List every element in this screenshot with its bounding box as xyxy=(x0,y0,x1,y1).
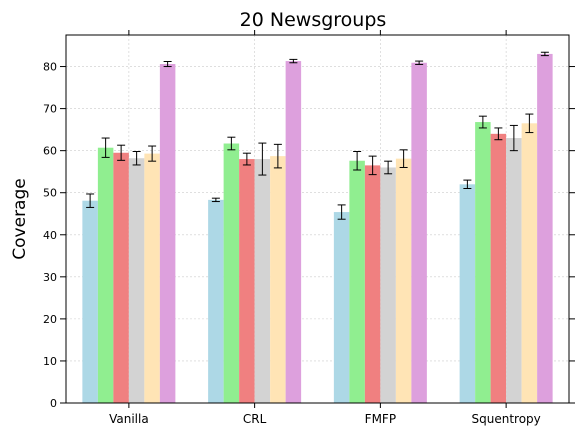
bar xyxy=(506,138,522,404)
x-tick-label: FMFP xyxy=(365,412,396,426)
bar xyxy=(270,156,286,403)
bar xyxy=(490,133,507,403)
y-tick-label: 70 xyxy=(43,103,57,116)
y-tick-label: 50 xyxy=(43,187,57,200)
bar xyxy=(254,159,271,403)
bar xyxy=(475,122,491,403)
bar xyxy=(223,143,240,403)
bar xyxy=(364,165,381,403)
bar xyxy=(459,184,476,403)
bar xyxy=(113,152,129,403)
y-axis-label: Coverage xyxy=(10,178,30,259)
bar xyxy=(333,212,350,403)
bar xyxy=(380,167,396,403)
y-tick-label: 80 xyxy=(43,61,57,74)
chart-title: 20 Newsgroups xyxy=(240,9,387,31)
bar xyxy=(411,62,427,403)
bar xyxy=(82,200,98,403)
bar xyxy=(537,53,553,403)
bar xyxy=(239,159,255,403)
y-tick-label: 20 xyxy=(43,313,57,326)
axis-layer: 0 10 20 30 40 50 60 70 80 Vanilla CRL FMFP Squentrop… xyxy=(43,30,575,426)
bar xyxy=(144,153,160,403)
y-tick-label: 10 xyxy=(43,355,57,368)
bar-layer xyxy=(82,53,553,404)
x-tick-label: Squentropy xyxy=(471,412,540,426)
plot-frame xyxy=(65,34,570,404)
bar xyxy=(128,158,145,403)
y-tick-label: 0 xyxy=(50,397,57,410)
bar xyxy=(521,123,538,403)
bar xyxy=(285,61,302,403)
error-layer xyxy=(86,51,549,220)
y-tick-label: 60 xyxy=(43,145,57,158)
bar xyxy=(97,147,114,403)
x-tick-label: CRL xyxy=(243,412,267,426)
bar xyxy=(395,158,412,403)
bar xyxy=(159,64,176,403)
bar xyxy=(349,160,365,403)
y-tick-label: 30 xyxy=(43,271,57,284)
y-tick-label: 40 xyxy=(43,229,57,242)
x-tick-label: Vanilla xyxy=(109,412,149,426)
bar xyxy=(208,199,224,403)
